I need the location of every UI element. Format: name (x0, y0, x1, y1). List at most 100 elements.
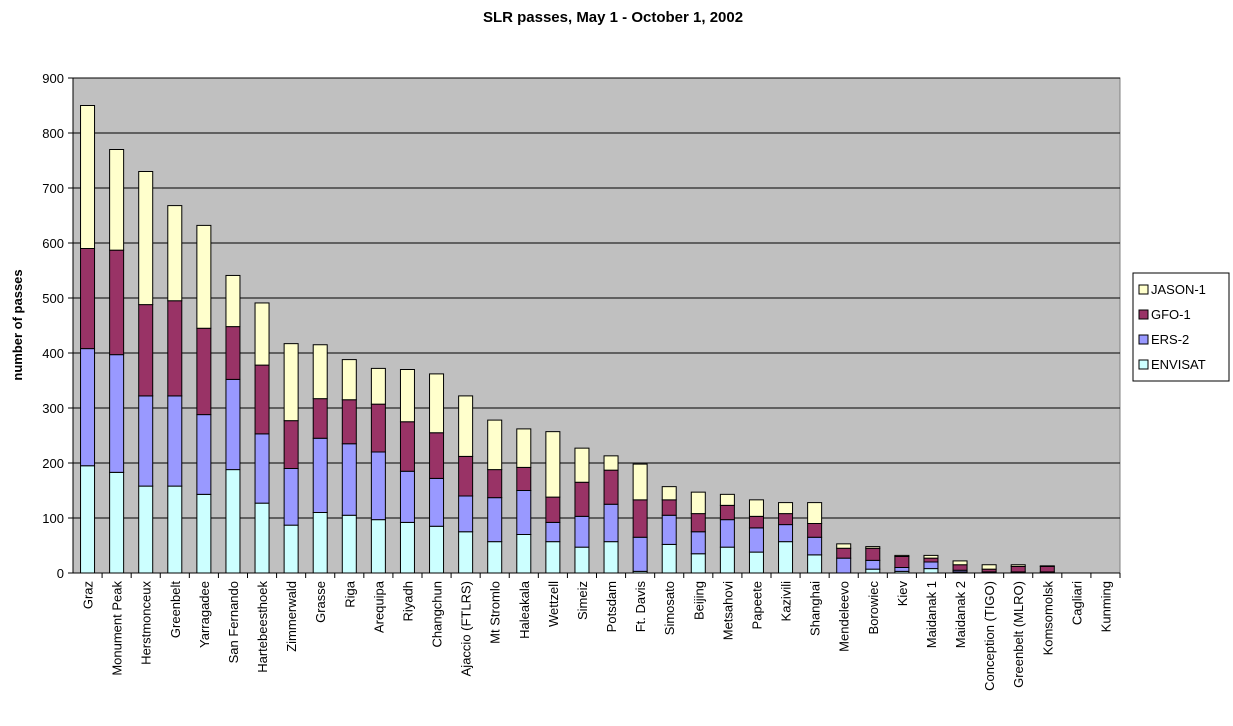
bar-segment (1010, 565, 1026, 573)
bar-segment (719, 493, 735, 506)
bar-segment (341, 359, 357, 401)
x-tick-label: Kunming (1098, 581, 1113, 632)
bar-segment (341, 399, 357, 445)
bar-segment (923, 557, 939, 563)
x-tick-label: Shanghai (808, 581, 823, 636)
bar-segment (719, 546, 735, 574)
bar-segment (836, 547, 852, 559)
x-tick-label: Graz (81, 581, 96, 609)
bar-segment (370, 519, 386, 574)
x-tick-label: Arequipa (371, 580, 386, 633)
bar-segment (312, 398, 328, 439)
bar-segment (661, 514, 677, 545)
bar-segment (399, 521, 415, 574)
bar-segment (865, 546, 881, 549)
bar-segment (109, 354, 125, 473)
bar-segment (254, 364, 270, 435)
plot-area (72, 77, 1121, 574)
y-tick-label: 500 (42, 291, 64, 306)
bar-segment (312, 344, 328, 400)
x-tick-label: Riyadh (400, 581, 415, 621)
bar-segment (923, 561, 939, 570)
bar-segment (516, 428, 532, 468)
bar-segment (399, 421, 415, 472)
legend-swatch (1138, 334, 1149, 345)
x-tick-label: Greenbelt (168, 581, 183, 638)
bar-segment (952, 560, 968, 566)
y-tick-label: 400 (42, 346, 64, 361)
bar-segment (225, 469, 241, 574)
x-tick-label: Borowiec (866, 581, 881, 635)
legend-swatch (1138, 309, 1149, 320)
bar-segment (603, 503, 619, 543)
x-tick-label: Cagliari (1069, 581, 1084, 625)
bar-segment (632, 499, 648, 538)
bar-segment (690, 553, 706, 574)
x-tick-label: Potsdam (604, 581, 619, 632)
bar-segment (690, 531, 706, 555)
bar-segment (283, 524, 299, 574)
bar-segment (807, 502, 823, 525)
bar-segment (632, 463, 648, 501)
x-tick-label: Papeete (749, 581, 764, 629)
x-tick-label: Monument Peak (110, 581, 125, 676)
bar-segment (138, 304, 154, 397)
legend-label: ENVISAT (1151, 357, 1206, 372)
bar-segment (836, 557, 852, 574)
x-tick-label: Komsomolsk (1040, 581, 1055, 656)
bar-segment (603, 541, 619, 574)
legend-label: GFO-1 (1151, 307, 1191, 322)
bar-segment (981, 564, 997, 570)
bar-segment (865, 547, 881, 561)
bar-segment (516, 534, 532, 574)
bar-segment (283, 420, 299, 469)
bar-segment (661, 486, 677, 501)
x-tick-label: Yarragadee (197, 581, 212, 648)
bar-segment (865, 559, 881, 570)
bar-segment (603, 469, 619, 505)
x-tick-label: Mt Stromlo (488, 581, 503, 644)
bar-segment (603, 455, 619, 471)
x-tick-label: Conception (TIGO) (982, 581, 997, 691)
bar-segment (778, 513, 794, 526)
bar-segment (254, 433, 270, 504)
bar-segment (748, 551, 764, 574)
x-tick-label: Changchun (430, 581, 445, 648)
bar-segment (225, 326, 241, 380)
x-tick-label: Grasse (313, 581, 328, 623)
bar-segment (196, 493, 212, 574)
bar-segment (109, 149, 125, 251)
bar-segment (196, 414, 212, 495)
bar-segment (661, 499, 677, 516)
bar-segment (458, 531, 474, 574)
x-tick-label: Kazivili (779, 581, 794, 622)
bar-segment (719, 504, 735, 521)
bar-segment (545, 496, 561, 523)
bar-segment (1039, 565, 1055, 573)
bar-segment (778, 541, 794, 574)
bar-segment (341, 514, 357, 574)
x-tick-label: Herstmonceux (139, 581, 154, 665)
bar-segment (283, 468, 299, 526)
bar-segment (487, 497, 503, 543)
bar-segment (370, 451, 386, 521)
bar-segment (429, 525, 445, 574)
legend-box (1132, 272, 1230, 382)
bar-segment (836, 543, 852, 549)
x-tick-label: Wettzell (546, 581, 561, 627)
bar-segment (399, 369, 415, 423)
bar-segment (807, 523, 823, 538)
bar-segment (312, 437, 328, 513)
bar-segment (632, 536, 648, 572)
bar-segment (225, 378, 241, 471)
legend-label: JASON-1 (1151, 282, 1206, 297)
bar-segment (370, 367, 386, 405)
bar-segment (1010, 564, 1026, 567)
bar-segment (80, 105, 96, 249)
bar-segment (167, 300, 183, 397)
bar-segment (1039, 565, 1055, 567)
x-tick-label: Metsahovi (720, 581, 735, 640)
bar-segment (516, 466, 532, 491)
bar-segment (254, 302, 270, 366)
